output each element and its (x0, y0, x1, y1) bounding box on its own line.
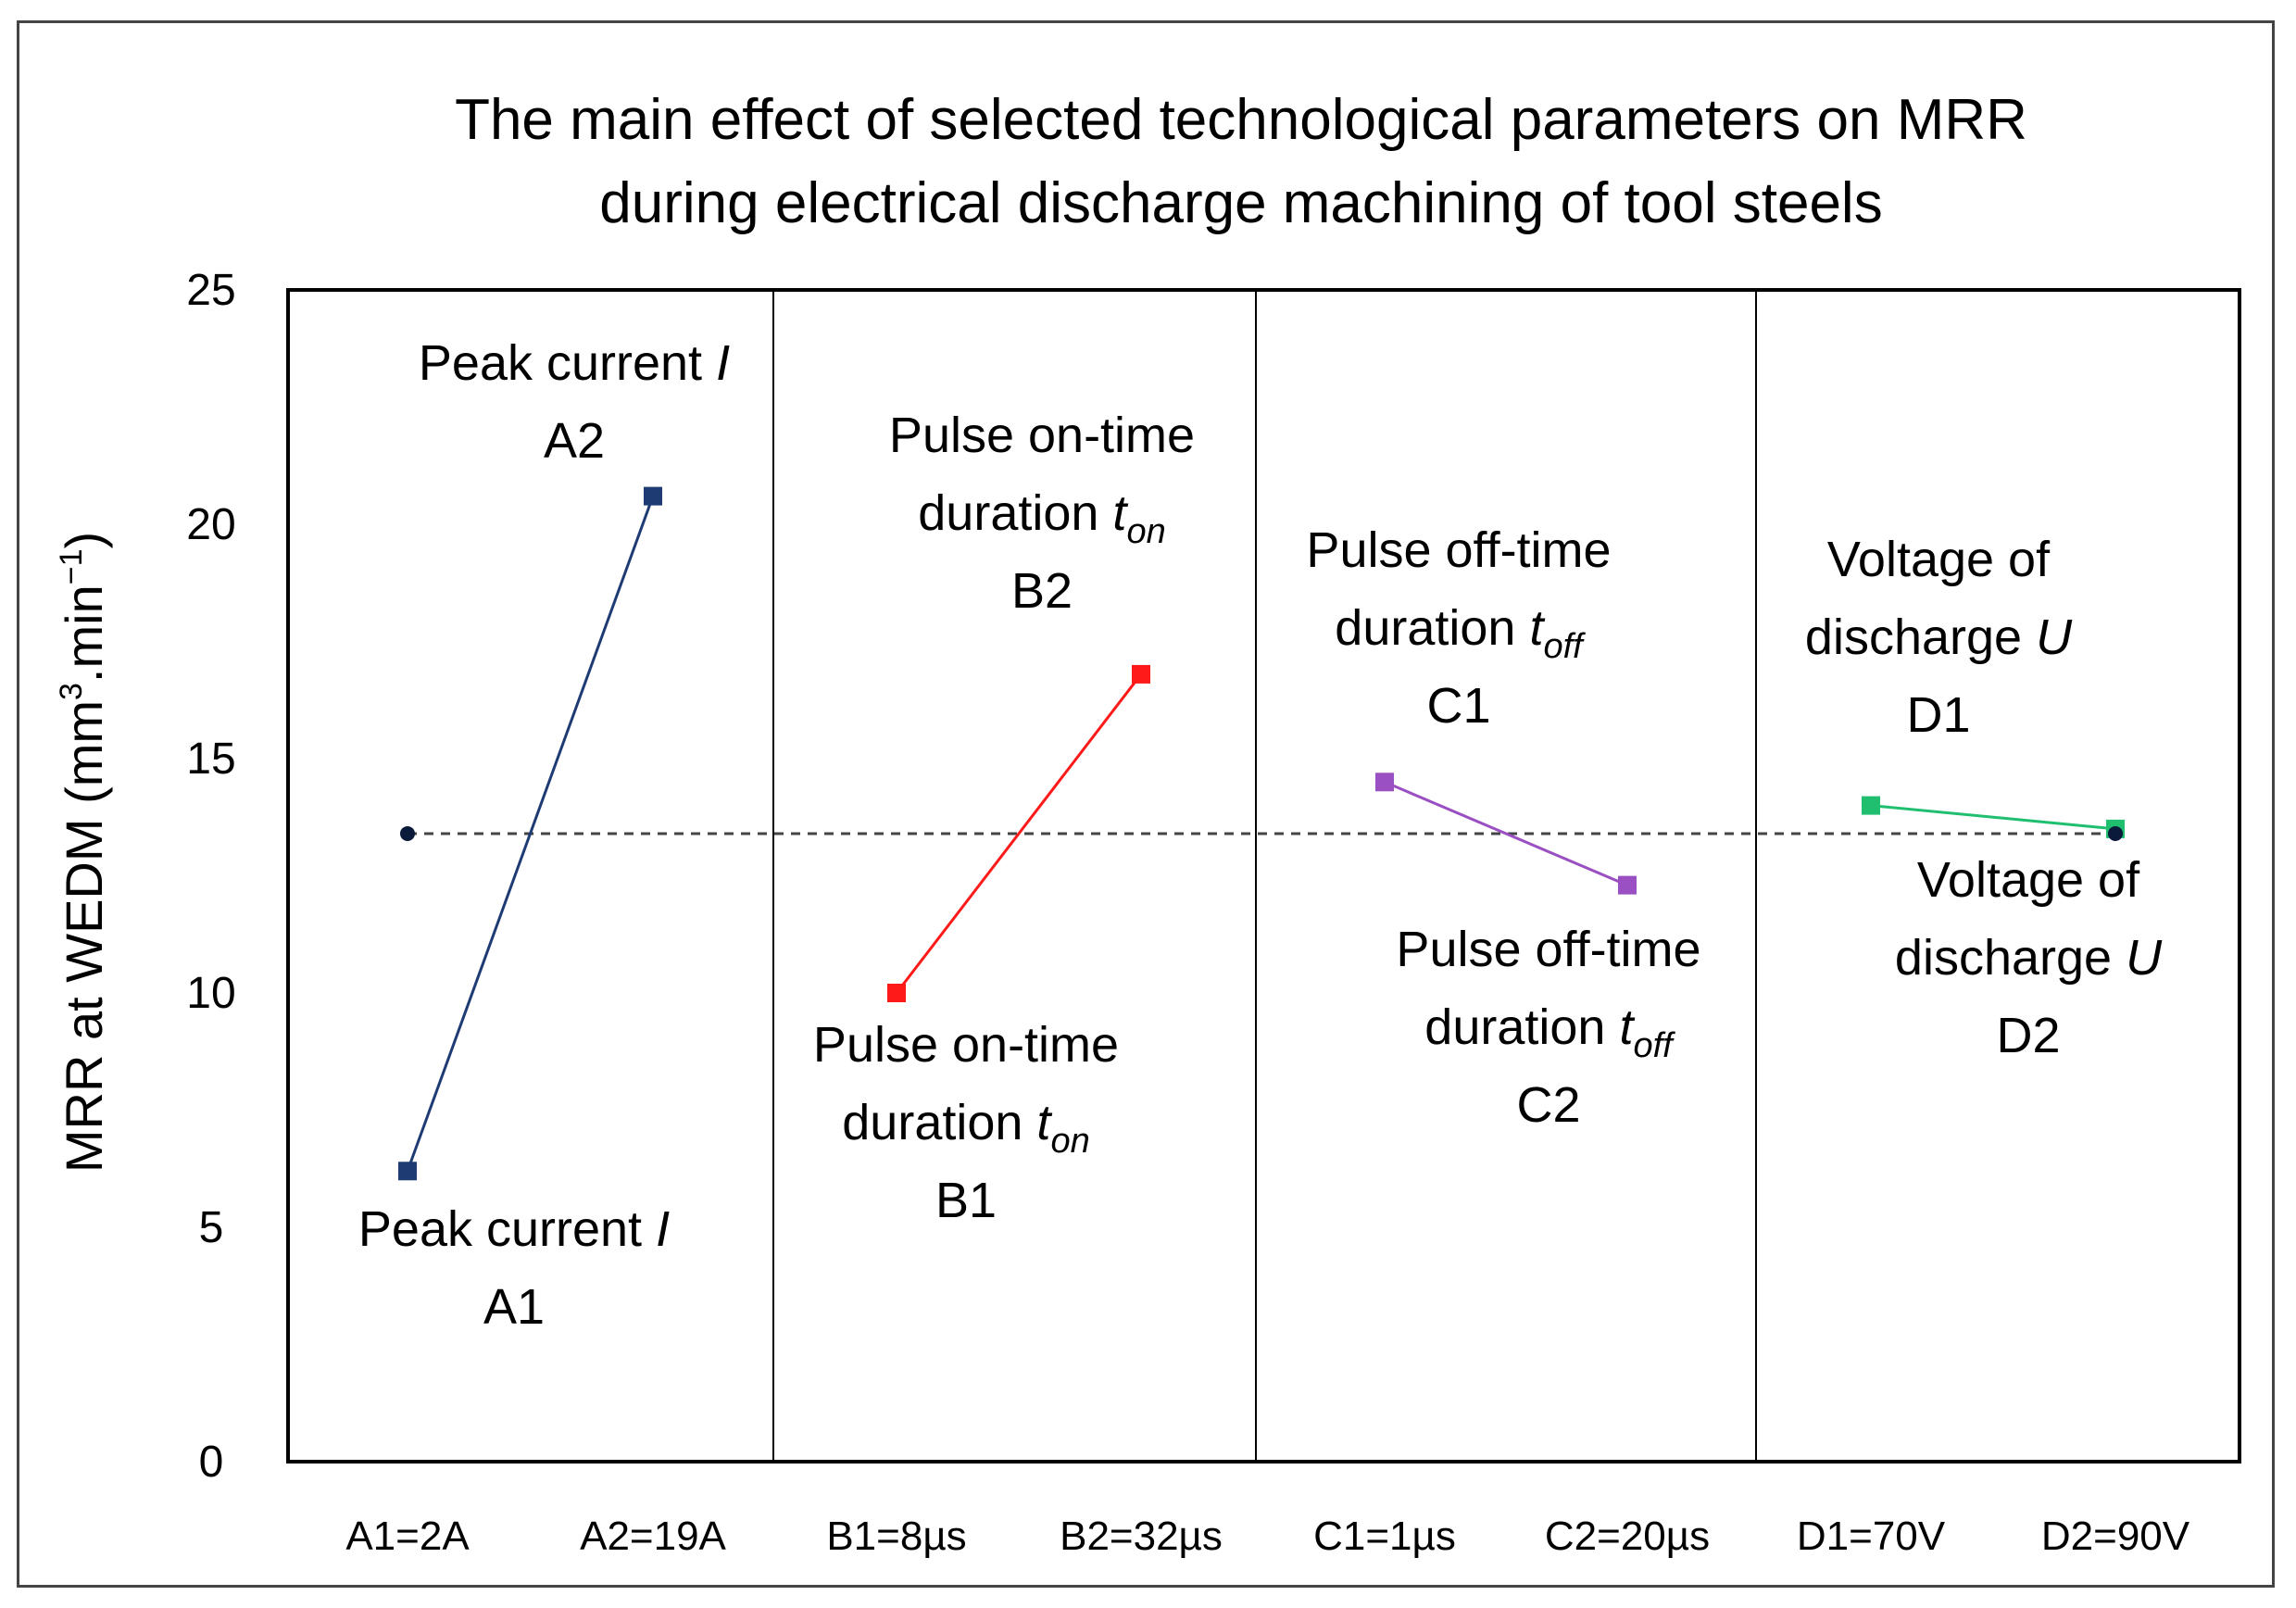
annotation-text: Peak current (419, 335, 716, 391)
x-tick-label: A2=19A (580, 1514, 726, 1559)
y-tick-label: 5 (199, 1203, 224, 1252)
y-tick-label: 20 (186, 500, 235, 549)
chart-title-line: The main effect of selected technologica… (455, 88, 2027, 152)
y-tick-label: 25 (186, 266, 235, 315)
x-tick-label: D2=90V (2041, 1514, 2190, 1559)
chart-title-line: during electrical discharge machining of… (599, 171, 1882, 235)
annotation-text: Voltage of (1917, 852, 2140, 908)
annotation-subscript: off (1543, 627, 1586, 666)
annotation-variable: I (716, 335, 730, 391)
x-tick-label: A1=2A (345, 1514, 470, 1559)
annotation-text: Pulse off-time (1306, 522, 1611, 578)
x-tick-label: B2=32µs (1060, 1514, 1223, 1559)
annotation-text: discharge (1805, 609, 2036, 665)
y-tick-label: 15 (186, 735, 235, 784)
y-axis-label-part: .min (55, 584, 113, 683)
data-point-marker (1862, 796, 1880, 815)
plot-area-border (286, 288, 2241, 1464)
y-tick-label: 10 (186, 969, 235, 1018)
annotation-text: discharge (1895, 930, 2126, 986)
annotation-variable: t (1036, 1095, 1052, 1150)
series-line (1870, 804, 2116, 831)
data-point-marker (1618, 875, 1637, 895)
data-point-marker (644, 486, 662, 506)
annotation-label: Peak current I A1 (358, 1201, 670, 1335)
data-point-marker (1132, 664, 1150, 684)
annotation-text: A2 (544, 413, 605, 469)
annotation-text: duration (1424, 999, 1619, 1055)
annotation-text: C2 (1516, 1077, 1580, 1133)
annotation-label: Voltage of discharge U D2 (1895, 852, 2163, 1063)
annotation-variable: t (1529, 600, 1545, 656)
grand-mean-marker (400, 825, 415, 841)
annotation-subscript: on (1050, 1122, 1089, 1161)
annotation-variable: U (2036, 609, 2073, 665)
annotation-text: Pulse off-time (1396, 922, 1700, 977)
annotation-text: duration (918, 485, 1112, 541)
annotation-text: D2 (1996, 1008, 2060, 1063)
annotation-text: Pulse on-time (889, 408, 1195, 463)
annotation-text: C1 (1426, 678, 1490, 734)
series-line (895, 673, 1143, 994)
grand-mean-marker (2108, 825, 2123, 841)
x-tick-label: B1=8µs (826, 1514, 966, 1559)
y-tick-label: 0 (199, 1438, 224, 1487)
y-axis-label-part: ) (55, 532, 113, 549)
annotation-label: Voltage of discharge U D1 (1805, 532, 2073, 743)
annotation-text: B2 (1011, 563, 1073, 619)
annotation-text: Voltage of (1827, 532, 2051, 587)
annotation-text: D1 (1906, 687, 1970, 743)
series-line (1384, 780, 1628, 887)
series-line (406, 496, 655, 1172)
figure-frame (17, 20, 2275, 1588)
annotation-text: Peak current (358, 1201, 656, 1257)
annotation-variable: t (1619, 999, 1635, 1055)
data-point-marker (1375, 773, 1394, 792)
y-axis-label: MRR at WEDM (mm3.min−1) (54, 532, 113, 1173)
annotation-variable: U (2126, 930, 2163, 986)
y-axis-label-superscript: 3 (54, 683, 89, 700)
x-tick-label: C1=1µs (1313, 1514, 1456, 1559)
annotation-text: Pulse on-time (813, 1017, 1119, 1073)
annotation-subscript: on (1126, 512, 1165, 551)
y-axis-label-superscript: −1 (54, 549, 89, 585)
data-point-marker (398, 1162, 417, 1181)
annotation-text: duration (842, 1095, 1036, 1150)
annotation-variable: t (1112, 485, 1128, 541)
annotation-subscript: off (1633, 1026, 1675, 1065)
data-point-marker (887, 984, 906, 1002)
y-axis-label-part: MRR at WEDM (mm (55, 700, 113, 1173)
annotation-text: B1 (935, 1173, 997, 1228)
x-tick-label: C2=20µs (1545, 1514, 1710, 1559)
x-tick-label: D1=70V (1797, 1514, 1946, 1559)
annotation-label: Peak current I A2 (419, 335, 730, 469)
annotation-text: A1 (483, 1279, 545, 1335)
annotation-text: duration (1335, 600, 1529, 656)
annotation-variable: I (656, 1201, 670, 1257)
